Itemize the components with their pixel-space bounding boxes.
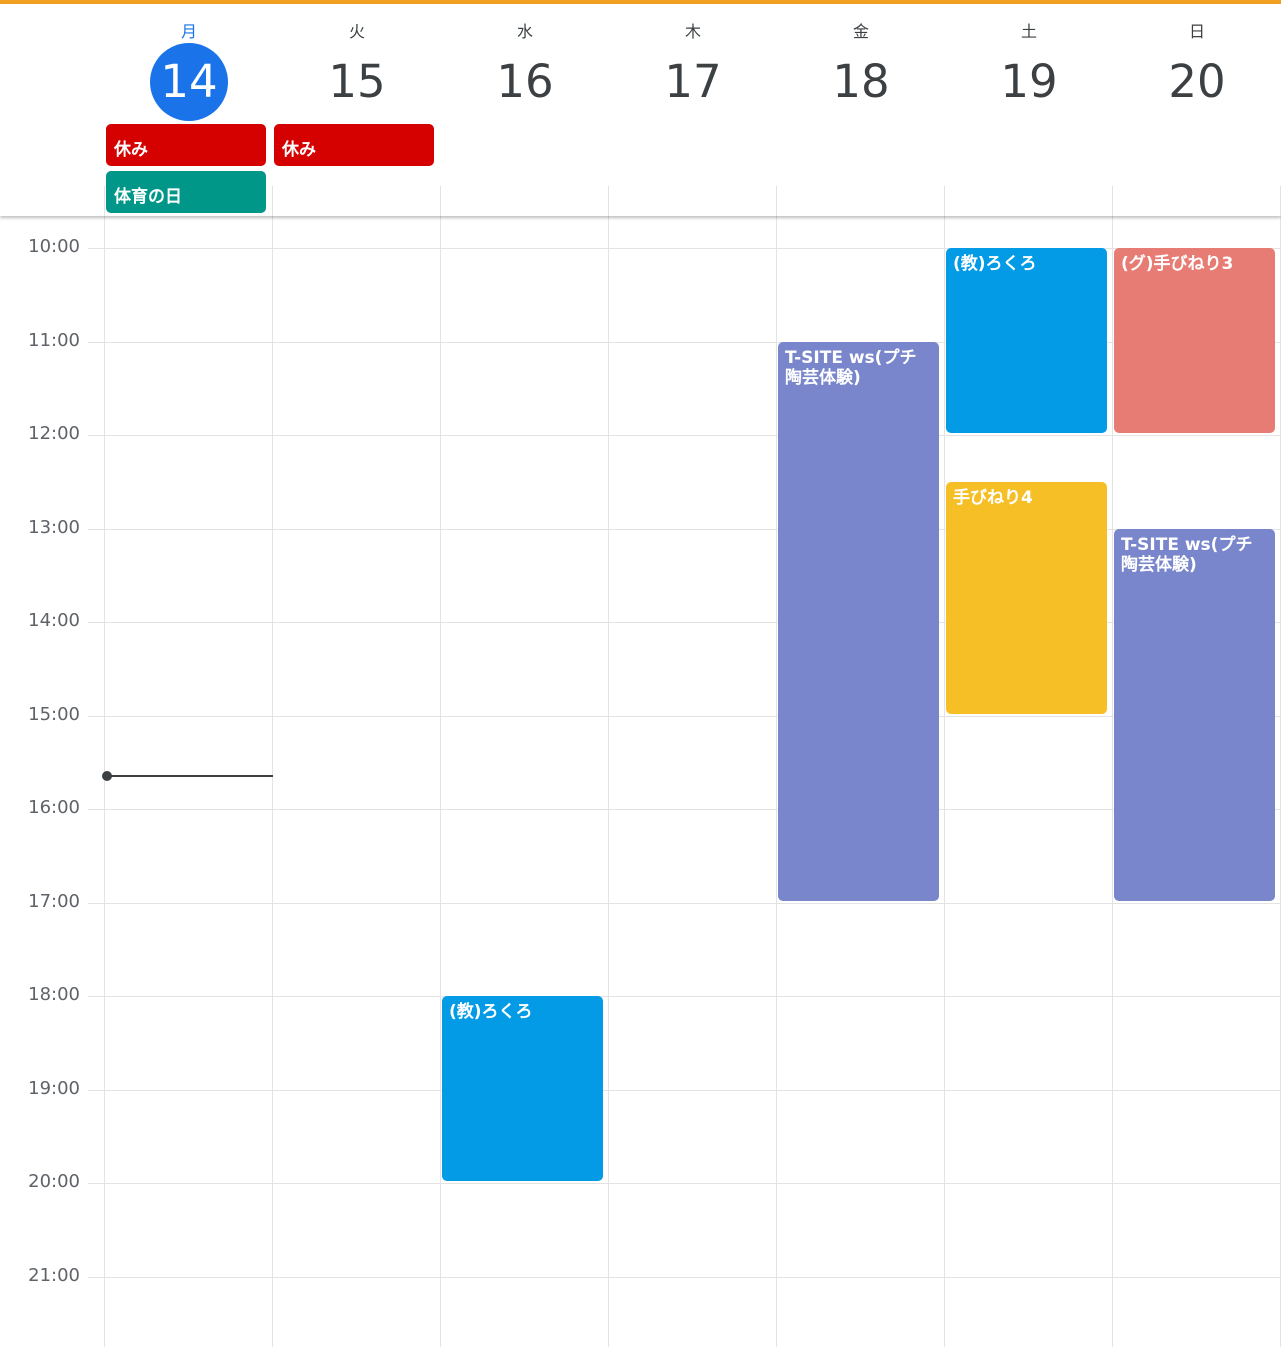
all-day-event[interactable]: 休み (274, 124, 434, 166)
time-label: 14:00 (28, 610, 80, 631)
day-column-divider (944, 216, 945, 1347)
event-title: T-SITE ws(プチ陶芸体験) (1121, 535, 1253, 575)
event-title: T-SITE ws(プチ陶芸体験) (785, 348, 917, 388)
header-divider (440, 186, 441, 216)
time-label: 16:00 (28, 797, 80, 818)
day-header-20[interactable]: 日 20 (1113, 4, 1281, 124)
day-weekday-label: 土 (1020, 22, 1037, 41)
all-day-event[interactable]: 休み (106, 124, 266, 166)
time-label: 18:00 (28, 984, 80, 1005)
day-weekday-label: 金 (852, 22, 869, 41)
day-date-number[interactable]: 15 (328, 55, 386, 108)
day-column-divider (440, 216, 441, 1347)
day-date-number[interactable]: 19 (1000, 55, 1058, 108)
time-label: 15:00 (28, 704, 80, 725)
event-title: 手びねり4 (953, 488, 1033, 508)
header-banner (0, 0, 1281, 4)
hour-line (88, 342, 1281, 343)
day-date-number[interactable]: 20 (1168, 55, 1226, 108)
day-date-number[interactable]: 17 (664, 55, 722, 108)
hour-line (88, 248, 1281, 249)
header-divider (608, 186, 609, 216)
day-column-divider (1112, 216, 1113, 1347)
hour-line (88, 622, 1281, 623)
hour-line (88, 809, 1281, 810)
all-day-event[interactable]: 体育の日 (106, 171, 266, 213)
day-header-19[interactable]: 土 19 (945, 4, 1113, 124)
time-label: 13:00 (28, 517, 80, 538)
hour-line (88, 1183, 1281, 1184)
hour-line (88, 996, 1281, 997)
calendar-event[interactable]: 手びねり4 (946, 482, 1107, 714)
time-label: 19:00 (28, 1078, 80, 1099)
calendar-event[interactable]: (グ)手びねり3 (1114, 248, 1275, 433)
day-column-divider (776, 216, 777, 1347)
time-label: 17:00 (28, 891, 80, 912)
header-divider (944, 186, 945, 216)
header-divider (776, 186, 777, 216)
calendar-event[interactable]: T-SITE ws(プチ陶芸体験) (1114, 529, 1275, 901)
hour-line (88, 1090, 1281, 1091)
time-label: 10:00 (28, 236, 80, 257)
event-title: (教)ろくろ (449, 1002, 533, 1022)
hour-line (88, 435, 1281, 436)
time-label: 11:00 (28, 330, 80, 351)
day-date-number[interactable]: 18 (832, 55, 890, 108)
day-weekday-label: 日 (1188, 22, 1205, 41)
day-weekday-label: 月 (180, 22, 197, 41)
calendar-event[interactable]: (教)ろくろ (442, 996, 603, 1181)
day-header-18[interactable]: 金 18 (777, 4, 945, 124)
time-label: 20:00 (28, 1171, 80, 1192)
day-header-15[interactable]: 火 15 (273, 4, 441, 124)
day-column-divider (608, 216, 609, 1347)
time-label: 12:00 (28, 423, 80, 444)
hour-line (88, 716, 1281, 717)
day-header-16[interactable]: 水 16 (441, 4, 609, 124)
day-header-17[interactable]: 木 17 (609, 4, 777, 124)
week-header: 月 14 火 15 水 16 木 17 金 18 土 19 日 20 休み 休み 体育の日 (0, 4, 1281, 216)
hour-line (88, 903, 1281, 904)
event-title: (グ)手びねり3 (1121, 254, 1234, 274)
calendar-event[interactable]: (教)ろくろ (946, 248, 1107, 433)
today-date-number[interactable]: 14 (150, 43, 228, 121)
current-time-line (106, 775, 273, 777)
header-divider (104, 186, 105, 216)
header-divider (272, 186, 273, 216)
day-weekday-label: 木 (684, 22, 701, 41)
day-column-divider (104, 216, 105, 1347)
header-divider (1112, 186, 1113, 216)
calendar-event[interactable]: T-SITE ws(プチ陶芸体験) (778, 342, 939, 901)
day-weekday-label: 水 (516, 22, 533, 41)
event-title: (教)ろくろ (953, 254, 1037, 274)
day-column-divider (272, 216, 273, 1347)
time-grid: 10:00 11:00 12:00 13:00 14:00 15:00 16:00 17:00… (0, 216, 1281, 1347)
hour-line (88, 1277, 1281, 1278)
day-weekday-label: 火 (348, 22, 365, 41)
day-date-number[interactable]: 16 (496, 55, 554, 108)
current-time-dot (102, 771, 112, 781)
hour-line (88, 529, 1281, 530)
time-label: 21:00 (28, 1265, 80, 1286)
day-header-14[interactable]: 月 14 (105, 4, 273, 124)
